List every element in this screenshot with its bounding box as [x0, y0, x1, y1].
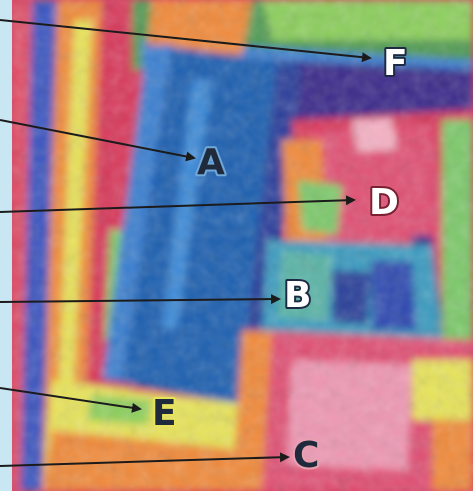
label-a: A	[197, 142, 225, 183]
label-b: B	[284, 275, 311, 316]
label-d: D	[369, 182, 399, 223]
arrow-e	[0, 387, 142, 413]
label-e: E	[152, 393, 177, 434]
label-f: F	[383, 43, 408, 84]
arrow-b	[0, 294, 281, 305]
arrow-c	[0, 452, 290, 467]
arrow-f	[0, 19, 372, 63]
arrow-a	[0, 119, 196, 162]
arrow-d	[0, 195, 356, 213]
label-c: C	[293, 435, 319, 476]
